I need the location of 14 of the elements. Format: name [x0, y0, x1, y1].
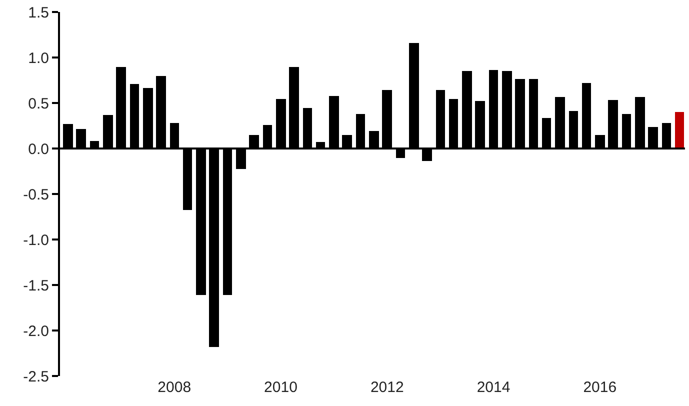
y-tick-label: 0.5 [28, 95, 49, 112]
x-tick-label: 2010 [264, 379, 298, 396]
y-tick-label: -1.0 [23, 232, 49, 249]
x-tick-label: 2008 [158, 379, 192, 396]
x-tick-label: 2014 [476, 379, 510, 396]
y-tick-label: -1.5 [23, 277, 49, 294]
y-tick-label: -2.0 [23, 322, 49, 340]
y-tick-label: 1.0 [28, 50, 49, 67]
y-tick-label: -0.5 [23, 186, 49, 204]
y-tick-label: 1.5 [28, 4, 49, 22]
y-tick-label: 0.0 [28, 140, 49, 158]
y-tick-label: -2.5 [23, 368, 49, 386]
x-tick-label: 2016 [583, 379, 617, 396]
x-tick-label: 2012 [370, 379, 404, 396]
